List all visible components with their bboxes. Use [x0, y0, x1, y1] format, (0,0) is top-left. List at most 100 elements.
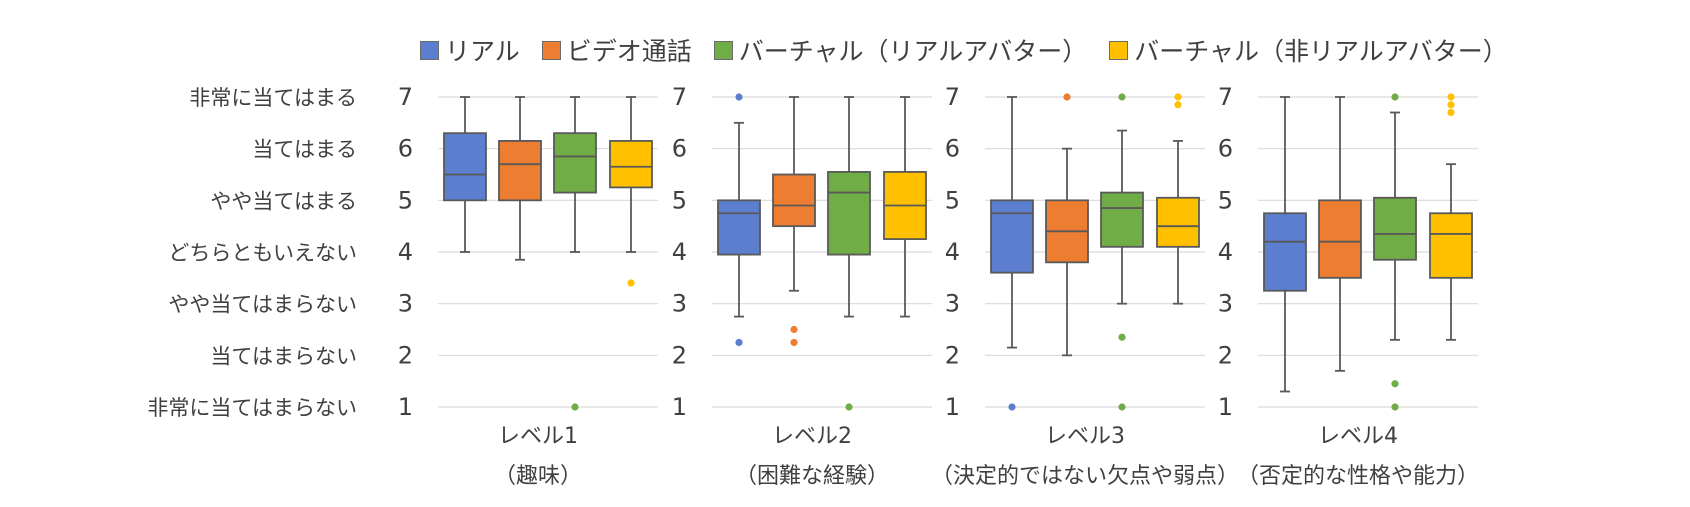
y-tick-label: 4: [398, 238, 413, 266]
x-category-sublabel: （趣味）: [494, 464, 582, 489]
legend-label-virtual-nonreal-avatar: バーチャル（非リアルアバター）: [1134, 37, 1508, 66]
legend-swatch-real: [420, 40, 439, 60]
y-tick-label: 5: [672, 186, 687, 214]
box-3-4: [1156, 93, 1200, 305]
y-tick-label: 6: [398, 135, 413, 163]
box-rect: [990, 199, 1034, 274]
y-tick-label: 1: [398, 393, 413, 421]
box-rect: [1373, 196, 1417, 261]
legend-label-virtual-real-avatar: バーチャル（リアルアバター）: [738, 37, 1088, 66]
box-2-2: [772, 96, 816, 347]
outlier-point: [1008, 403, 1016, 411]
x-category-label: レベル4: [1318, 424, 1398, 449]
outlier-point: [735, 338, 743, 347]
y-tick-label: 1: [1218, 393, 1233, 421]
y-tick-label: 2: [398, 341, 413, 369]
y-category-label: やや当てはまる: [210, 189, 357, 213]
outlier-point: [1118, 403, 1126, 411]
box-rect: [1318, 199, 1362, 279]
box-rect: [717, 199, 761, 256]
box-rect: [1263, 212, 1307, 292]
box-rect: [1429, 212, 1473, 279]
legend: リアル ビデオ通話 バーチャル（リアルアバター） バーチャル（非リアルアバター）: [420, 32, 1530, 68]
box-4-2: [1318, 96, 1362, 372]
legend-item-virtual-nonreal-avatar: バーチャル（非リアルアバター）: [1109, 32, 1508, 68]
y-tick-label: 3: [398, 290, 413, 318]
y-category-label: やや当てはまらない: [168, 293, 357, 317]
outlier-point: [1391, 380, 1399, 388]
panel-level-3: 1 2 3 4 5 6 7 レベル3 （決定的ではない欠点や弱点）: [931, 83, 1239, 489]
y-tick-label: 5: [945, 186, 960, 214]
box-4-1: [1263, 96, 1307, 393]
outlier-point: [1391, 93, 1399, 101]
outlier-point: [1063, 93, 1071, 101]
y-category-label: どちらともいえない: [168, 241, 357, 265]
y-tick-label: 3: [1218, 290, 1233, 318]
legend-swatch-virtual-nonreal-avatar: [1109, 40, 1129, 60]
outlier-point: [1174, 101, 1182, 109]
box-3-3: [1100, 93, 1144, 411]
box-4-3: [1373, 93, 1417, 411]
x-category-label: レベル2: [772, 424, 852, 449]
y-category-label: 非常に当てはまる: [189, 86, 357, 110]
box-1-4: [609, 96, 653, 287]
legend-label-real: リアル: [445, 37, 520, 66]
y-tick-label: 1: [672, 393, 687, 421]
box-rect: [553, 132, 597, 194]
box-rect: [443, 132, 487, 202]
outlier-point: [627, 279, 635, 287]
y-tick-label: 2: [672, 341, 687, 369]
legend-item-real: リアル: [420, 32, 520, 68]
box-1-3: [553, 96, 597, 411]
box-rect: [498, 140, 542, 202]
y-tick-label: 4: [672, 238, 687, 266]
outlier-point: [1391, 403, 1399, 411]
outlier-point: [571, 403, 579, 411]
box-3-1: [990, 96, 1034, 411]
legend-item-virtual-real-avatar: バーチャル（リアルアバター）: [713, 32, 1088, 68]
y-tick-label: 5: [1218, 186, 1233, 214]
legend-label-video-call: ビデオ通話: [566, 37, 692, 66]
box-3-2: [1045, 93, 1089, 357]
legend-swatch-virtual-real-avatar: [713, 40, 733, 60]
box-4-4: [1429, 93, 1473, 341]
y-tick-label: 7: [398, 83, 413, 111]
box-1-1: [443, 96, 487, 253]
outlier-point: [1447, 93, 1455, 101]
outlier-point: [1118, 93, 1126, 101]
y-tick-label: 6: [672, 135, 687, 163]
outlier-point: [1447, 108, 1455, 117]
outlier-point: [1174, 93, 1182, 101]
y-tick-label: 2: [1218, 341, 1233, 369]
outlier-point: [1118, 333, 1126, 341]
outlier-point: [790, 338, 798, 347]
outlier-point: [845, 403, 853, 411]
y-tick-label: 2: [945, 341, 960, 369]
x-category-label: レベル3: [1045, 424, 1125, 449]
panel-level-1: 1 2 3 4 5 6 7 レベル1 （趣味）: [398, 83, 658, 489]
panel-level-4: 1 2 3 4 5 6 7 レベル4 （否定的な性格や能力）: [1218, 83, 1479, 489]
y-category-label: 非常に当てはまらない: [147, 396, 357, 420]
outlier-point: [790, 325, 798, 334]
y-tick-label: 7: [1218, 83, 1233, 111]
x-category-sublabel: （困難な経験）: [735, 464, 889, 489]
panel-level-2: 1 2 3 4 5 6 7 レベル2 （困難な経験）: [672, 83, 932, 489]
box-1-2: [498, 96, 542, 261]
y-category-label: 当てはまらない: [210, 344, 357, 368]
box-2-4: [883, 96, 927, 318]
y-tick-label: 6: [1218, 135, 1233, 163]
y-tick-label: 5: [398, 186, 413, 214]
box-2-3: [827, 96, 871, 411]
outlier-point: [735, 93, 743, 101]
outlier-point: [1447, 101, 1455, 109]
y-tick-label: 3: [672, 290, 687, 318]
y-category-label: 当てはまる: [252, 138, 357, 162]
y-tick-label: 6: [945, 135, 960, 163]
y-tick-label: 3: [945, 290, 960, 318]
box-rect: [1156, 196, 1200, 248]
x-category-sublabel: （決定的ではない欠点や弱点）: [931, 464, 1239, 489]
y-tick-label: 1: [945, 393, 960, 421]
box-rect: [772, 173, 816, 228]
